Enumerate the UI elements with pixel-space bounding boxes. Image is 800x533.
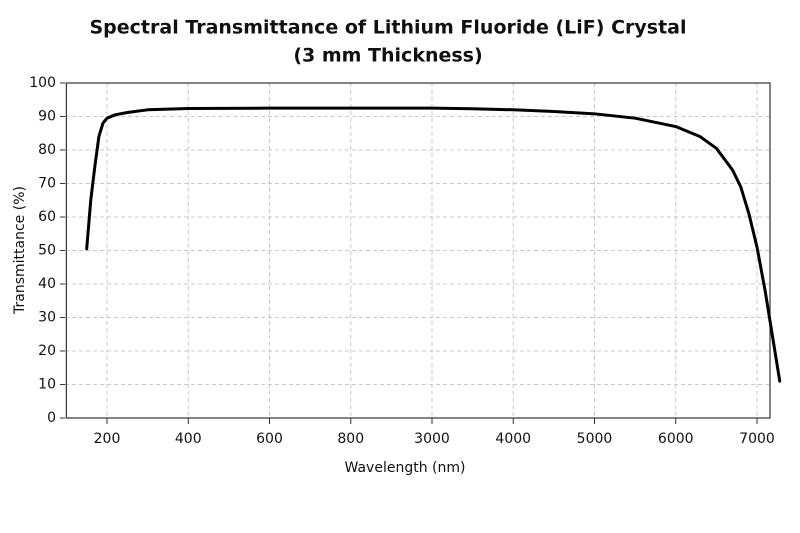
- y-tick-label: 80: [38, 142, 56, 158]
- x-tick-label: 800: [337, 431, 364, 447]
- x-tick-label: 600: [256, 431, 283, 447]
- y-tick-label: 30: [38, 310, 56, 326]
- y-tick-label: 10: [38, 377, 56, 393]
- y-tick-label: 70: [38, 176, 56, 192]
- data-line: [85, 106, 782, 383]
- chart-title: Spectral Transmittance of Lithium Fluori…: [90, 17, 687, 39]
- plot-layer: [85, 106, 782, 383]
- x-tick-label: 400: [175, 431, 202, 447]
- y-tick-label: 60: [38, 209, 56, 225]
- x-tick-label: 5000: [577, 431, 613, 447]
- x-axis-label: Wavelength (nm): [345, 460, 466, 476]
- plot-frame: [65, 82, 771, 419]
- x-tick-label: 3000: [414, 431, 450, 447]
- y-tick-label: 20: [38, 343, 56, 359]
- grid-layer: 0 10 20 30 40 50 60 70 80 90 100 200 400 600 800 3000 40…: [29, 75, 775, 447]
- x-tick-label: 200: [94, 431, 121, 447]
- x-tick-label: 4000: [495, 431, 531, 447]
- y-axis-label: Transmittance (%): [12, 186, 28, 315]
- chart-subtitle: (3 mm Thickness): [293, 45, 482, 67]
- y-tick-label: 100: [29, 75, 56, 91]
- y-tick-label: 50: [38, 243, 56, 259]
- x-tick-label: 7000: [739, 431, 775, 447]
- y-tick-label: 90: [38, 109, 56, 125]
- y-tick-label: 0: [47, 410, 56, 426]
- x-tick-label: 6000: [658, 431, 694, 447]
- y-tick-label: 40: [38, 276, 56, 292]
